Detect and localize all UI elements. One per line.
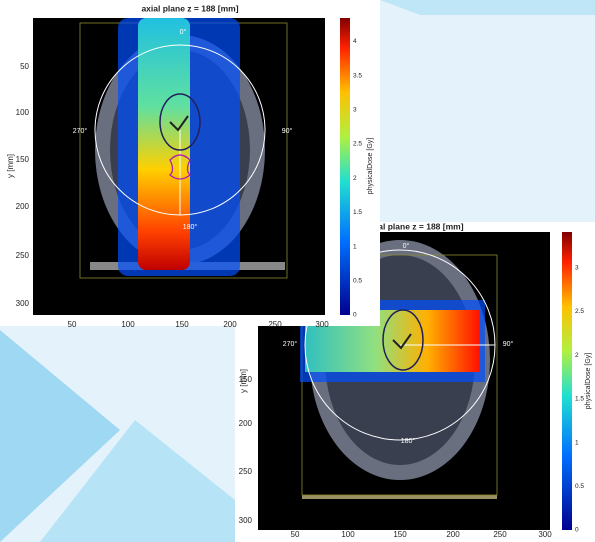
x-tick-label: 250 <box>268 320 282 329</box>
x-tick-label: 100 <box>121 320 135 329</box>
x-tick-label: 50 <box>68 320 77 329</box>
y-tick-label: 200 <box>239 419 253 428</box>
y-tick-label: 300 <box>16 299 30 308</box>
y-tick-label: 250 <box>16 251 30 260</box>
panel-title: axial plane z = 188 [mm] <box>141 3 238 13</box>
decor <box>0 330 120 542</box>
x-tick-label: 50 <box>291 530 300 539</box>
colorbar-tick-label: 1.5 <box>575 396 584 403</box>
y-axis-label: y [mm] <box>6 154 15 178</box>
colorbar-tick-label: 1 <box>353 243 357 250</box>
colorbar-tick-label: 2 <box>353 175 357 182</box>
x-tick-label: 200 <box>446 530 460 539</box>
x-tick-label: 200 <box>223 320 237 329</box>
angle-label: 90° <box>503 340 514 348</box>
colorbar-tick-label: 0 <box>575 527 579 534</box>
colorbar-label: physicalDose [Gy] <box>585 353 592 409</box>
angle-label: 180° <box>401 437 416 445</box>
colorbar-tick-label: 3 <box>353 107 357 114</box>
colorbar-tick-label: 2 <box>575 352 579 359</box>
y-tick-label: 100 <box>16 108 30 117</box>
angle-label: 0° <box>403 242 410 250</box>
angle-label: 180° <box>183 223 198 231</box>
colorbar-label: physicalDose [Gy] <box>367 138 374 194</box>
y-axis-label: y [mm] <box>239 369 248 393</box>
y-tick-label: 200 <box>16 202 30 211</box>
colorbar-tick-label: 0.5 <box>353 278 362 285</box>
angle-label: 270° <box>73 127 88 135</box>
x-tick-label: 300 <box>538 530 552 539</box>
x-tick-label: 250 <box>493 530 507 539</box>
x-tick-label: 150 <box>393 530 407 539</box>
colorbar-tick-label: 1.5 <box>353 209 362 216</box>
angle-label: 270° <box>283 340 298 348</box>
decor <box>40 420 235 542</box>
figure-panel: axial plane z = 188 [mm] y [mm] physical… <box>0 0 380 329</box>
decor <box>380 0 595 15</box>
colorbar-tick-label: 2.5 <box>575 308 584 315</box>
y-tick-label: 150 <box>16 155 30 164</box>
colorbar-tick-label: 0.5 <box>575 483 584 490</box>
panel-title: axial plane z = 188 [mm] <box>366 221 463 231</box>
angle-label: 0° <box>180 28 187 36</box>
y-tick-label: 250 <box>239 467 253 476</box>
colorbar-tick-label: 4 <box>353 38 357 45</box>
x-tick-label: 150 <box>175 320 189 329</box>
colorbar-tick-label: 1 <box>575 439 579 446</box>
y-tick-label: 300 <box>239 516 253 525</box>
x-tick-label: 300 <box>315 320 329 329</box>
y-tick-label: 50 <box>20 62 29 71</box>
colorbar-tick-label: 3 <box>575 265 579 272</box>
colorbar-tick-label: 3.5 <box>353 72 362 79</box>
colorbar-tick-label: 0 <box>353 312 357 319</box>
y-tick-label: 150 <box>239 375 253 384</box>
angle-label: 90° <box>282 127 293 135</box>
colorbar-tick-label: 2.5 <box>353 141 362 148</box>
x-tick-label: 100 <box>341 530 355 539</box>
